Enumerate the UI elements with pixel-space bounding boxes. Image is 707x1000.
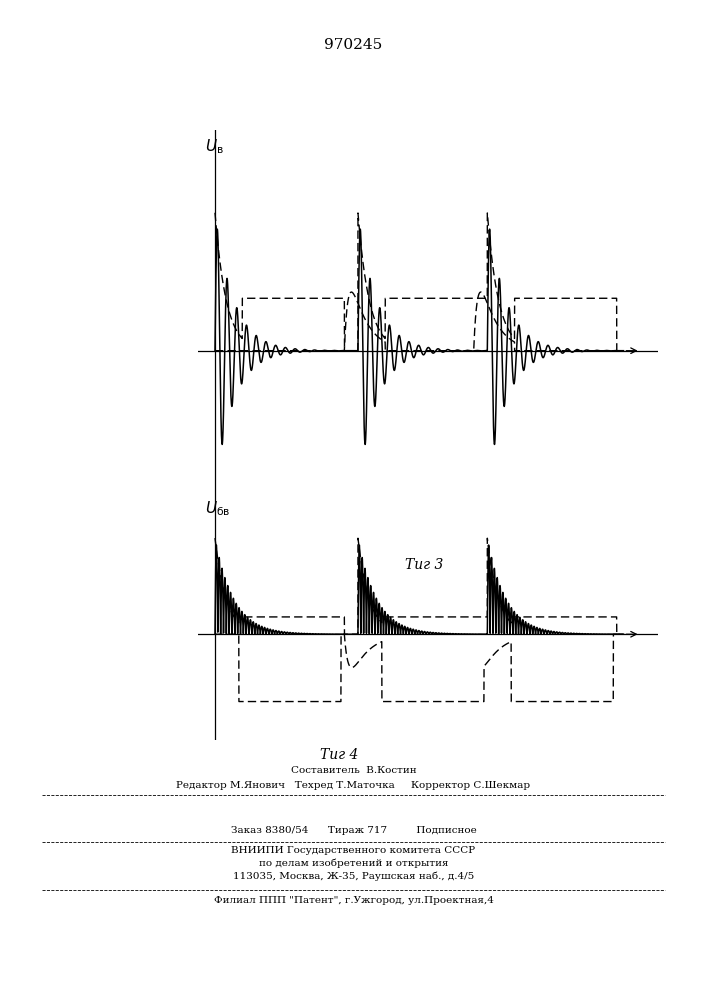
Text: Редактор М.Янович   Техред Т.Маточка     Корректор С.Шекмар: Редактор М.Янович Техред Т.Маточка Корре…: [177, 781, 530, 790]
Text: $U_{\rm в}$: $U_{\rm в}$: [205, 137, 223, 156]
Text: Составитель  В.Костин: Составитель В.Костин: [291, 766, 416, 775]
Text: Заказ 8380/54      Тираж 717         Подписное: Заказ 8380/54 Тираж 717 Подписное: [230, 826, 477, 835]
Text: Τиг 3: Τиг 3: [405, 558, 443, 572]
Text: ВНИИПИ Государственного комитета СССР: ВНИИПИ Государственного комитета СССР: [231, 846, 476, 855]
Text: 113035, Москва, Ж-35, Раушская наб., д.4/5: 113035, Москва, Ж-35, Раушская наб., д.4…: [233, 871, 474, 881]
Text: 970245: 970245: [325, 38, 382, 52]
Text: Филиал ППП "Патент", г.Ужгород, ул.Проектная,4: Филиал ППП "Патент", г.Ужгород, ул.Проек…: [214, 896, 493, 905]
Text: $U_{\rm бв}$: $U_{\rm бв}$: [205, 500, 230, 518]
Text: Τиг 4: Τиг 4: [320, 748, 358, 762]
Text: по делам изобретений и открытия: по делам изобретений и открытия: [259, 858, 448, 868]
